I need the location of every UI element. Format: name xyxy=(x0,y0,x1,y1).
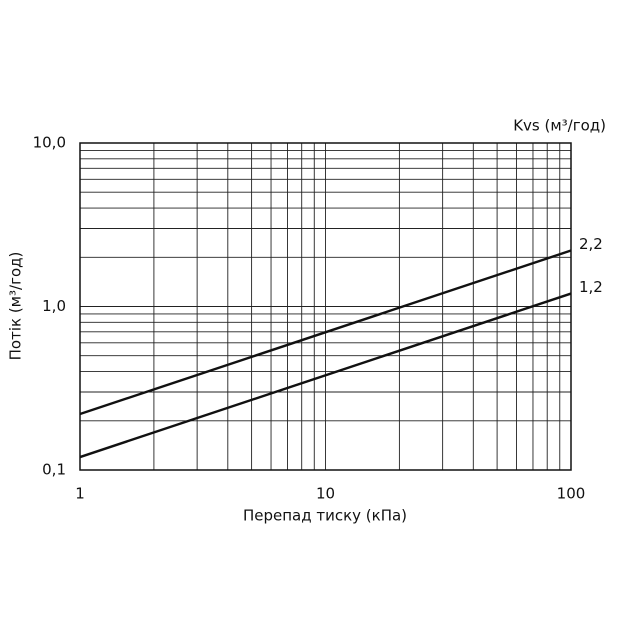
series-line xyxy=(79,249,572,416)
series-line xyxy=(79,292,572,459)
plot-frame xyxy=(79,142,572,471)
x-axis-label: Перепад тиску (кПа) xyxy=(243,507,407,525)
x-tick-label: 10 xyxy=(316,485,335,503)
y-tick-label: 1,0 xyxy=(42,297,66,315)
x-tick-label: 100 xyxy=(557,485,586,503)
y-tick-label: 0,1 xyxy=(42,461,66,479)
legend-title: Kvs (м³/год) xyxy=(513,117,606,135)
x-tick-label: 1 xyxy=(75,485,85,503)
series-label: 1,2 xyxy=(579,278,603,296)
series-label: 2,2 xyxy=(579,235,603,253)
y-tick-label: 10,0 xyxy=(33,134,66,152)
y-axis-label: Потік (м³/год) xyxy=(7,252,25,361)
